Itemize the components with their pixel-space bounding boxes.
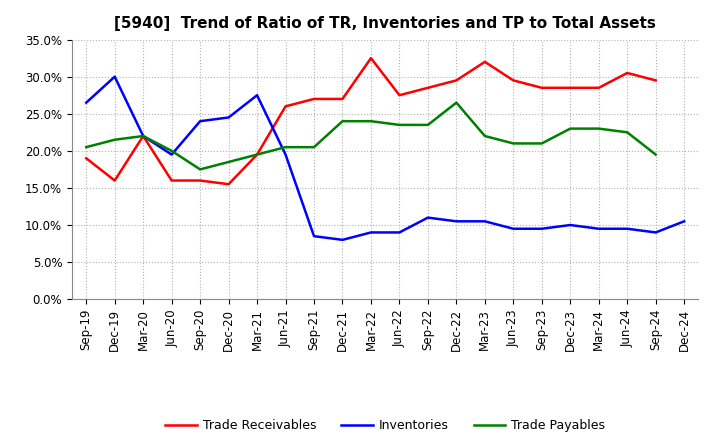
Trade Payables (139, 133, 148, 139)
Line: Trade Payables: Trade Payables (86, 103, 656, 169)
Trade Payables (623, 130, 631, 135)
Trade Receivables (623, 70, 631, 76)
Trade Payables (595, 126, 603, 131)
Trade Payables (82, 144, 91, 150)
Trade Receivables (366, 55, 375, 61)
Inventories (225, 115, 233, 120)
Trade Payables (509, 141, 518, 146)
Inventories (282, 152, 290, 157)
Trade Receivables (537, 85, 546, 91)
Trade Payables (652, 152, 660, 157)
Inventories (310, 234, 318, 239)
Trade Payables (480, 133, 489, 139)
Trade Receivables (139, 133, 148, 139)
Inventories (110, 74, 119, 79)
Trade Payables (310, 144, 318, 150)
Line: Inventories: Inventories (86, 77, 684, 240)
Inventories (480, 219, 489, 224)
Inventories (566, 222, 575, 227)
Trade Receivables (595, 85, 603, 91)
Trade Payables (537, 141, 546, 146)
Inventories (680, 219, 688, 224)
Trade Receivables (282, 104, 290, 109)
Inventories (652, 230, 660, 235)
Inventories (82, 100, 91, 105)
Trade Payables (196, 167, 204, 172)
Inventories (452, 219, 461, 224)
Trade Payables (423, 122, 432, 128)
Trade Payables (167, 148, 176, 154)
Trade Payables (282, 144, 290, 150)
Inventories (595, 226, 603, 231)
Trade Receivables (395, 92, 404, 98)
Trade Receivables (167, 178, 176, 183)
Inventories (167, 152, 176, 157)
Trade Receivables (652, 78, 660, 83)
Trade Receivables (480, 59, 489, 65)
Trade Receivables (110, 178, 119, 183)
Trade Receivables (310, 96, 318, 102)
Trade Payables (566, 126, 575, 131)
Inventories (623, 226, 631, 231)
Inventories (139, 133, 148, 139)
Inventories (509, 226, 518, 231)
Trade Receivables (253, 152, 261, 157)
Trade Payables (225, 159, 233, 165)
Title: [5940]  Trend of Ratio of TR, Inventories and TP to Total Assets: [5940] Trend of Ratio of TR, Inventories… (114, 16, 656, 32)
Inventories (423, 215, 432, 220)
Inventories (537, 226, 546, 231)
Trade Receivables (82, 156, 91, 161)
Trade Receivables (423, 85, 432, 91)
Trade Receivables (196, 178, 204, 183)
Trade Payables (338, 118, 347, 124)
Trade Payables (253, 152, 261, 157)
Trade Payables (110, 137, 119, 143)
Inventories (253, 92, 261, 98)
Trade Receivables (509, 78, 518, 83)
Trade Receivables (452, 78, 461, 83)
Trade Payables (395, 122, 404, 128)
Line: Trade Receivables: Trade Receivables (86, 58, 656, 184)
Trade Payables (366, 118, 375, 124)
Trade Payables (452, 100, 461, 105)
Trade Receivables (225, 182, 233, 187)
Inventories (366, 230, 375, 235)
Inventories (196, 118, 204, 124)
Legend: Trade Receivables, Inventories, Trade Payables: Trade Receivables, Inventories, Trade Pa… (161, 414, 610, 437)
Inventories (338, 237, 347, 242)
Inventories (395, 230, 404, 235)
Trade Receivables (338, 96, 347, 102)
Trade Receivables (566, 85, 575, 91)
